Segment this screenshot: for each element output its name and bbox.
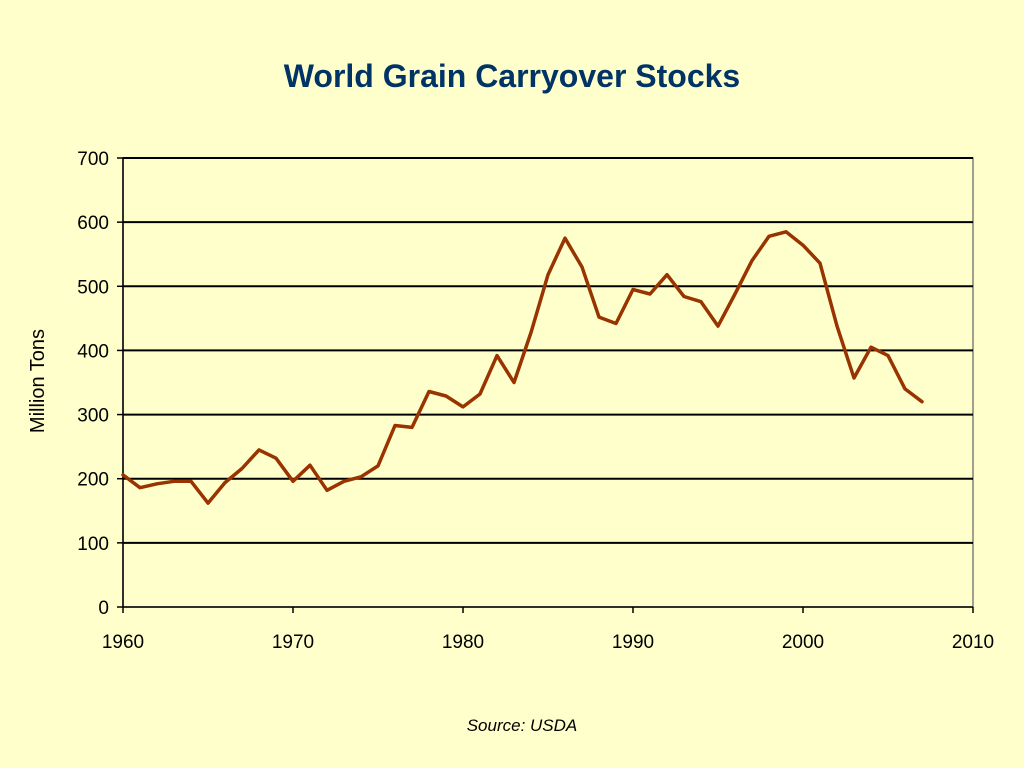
y-tick-label: 100 (77, 534, 109, 555)
y-tick-label: 0 (98, 598, 109, 619)
y-tick-label: 700 (77, 149, 109, 170)
y-tick-labels: 0 100 200 300 400 500 600 700 (77, 149, 109, 619)
x-tick-label: 1960 (102, 632, 144, 653)
x-tick-label: 1990 (612, 632, 654, 653)
y-tick-label: 300 (77, 406, 109, 427)
y-tick-label: 400 (77, 341, 109, 362)
x-tick-labels: 1960 1970 1980 1990 2000 2010 (102, 632, 994, 653)
source-note: Source: USDA (466, 716, 578, 735)
grid-lines (123, 157, 973, 544)
y-tick-label: 200 (77, 470, 109, 491)
x-tick-label: 2000 (782, 632, 824, 653)
plot-area (122, 157, 974, 608)
axes (117, 157, 974, 613)
x-tick-label: 2010 (952, 632, 994, 653)
y-tick-label: 600 (77, 213, 109, 234)
series-line (121, 230, 924, 505)
y-axis-label: Million Tons (27, 329, 49, 433)
y-tick-label: 500 (77, 277, 109, 298)
x-tick-label: 1980 (442, 632, 484, 653)
x-tick-label: 1970 (272, 632, 314, 653)
chart-title: World Grain Carryover Stocks (283, 58, 741, 94)
